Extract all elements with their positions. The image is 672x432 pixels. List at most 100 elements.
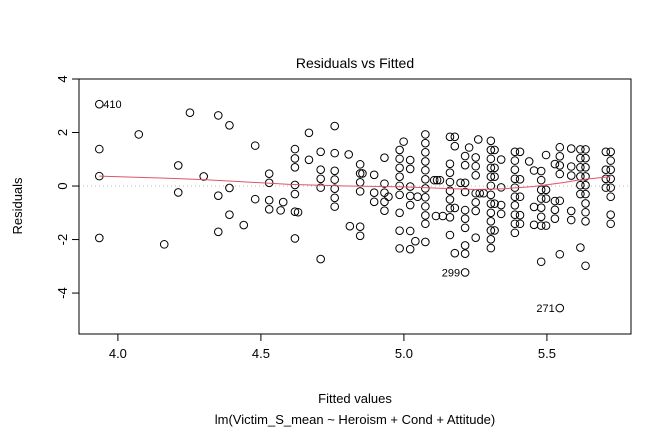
- x-tick-label: 5.5: [538, 346, 556, 361]
- data-point: [344, 150, 354, 159]
- data-point: [421, 219, 430, 229]
- data-point: [395, 145, 404, 155]
- data-point: [510, 200, 520, 210]
- data-point: [445, 186, 455, 196]
- data-point: [510, 174, 520, 184]
- data-point: [581, 199, 590, 208]
- data-point: [330, 193, 339, 203]
- data-point: [225, 210, 234, 219]
- data-point: [405, 164, 415, 174]
- data-point: [355, 169, 365, 178]
- data-point: [405, 200, 415, 210]
- data-point: [486, 172, 496, 181]
- data-point: [445, 168, 455, 177]
- data-point: [421, 192, 430, 202]
- data-point: [290, 234, 300, 243]
- data-point: [601, 165, 611, 175]
- data-point: [264, 205, 274, 214]
- x-tick-label: 4.0: [109, 346, 127, 361]
- data-point: [460, 214, 470, 223]
- data-point: [421, 130, 430, 139]
- data-point: [380, 179, 389, 188]
- data-point: [486, 181, 496, 191]
- data-point: [395, 226, 404, 236]
- data-point: [395, 181, 404, 191]
- data-point: [550, 159, 560, 169]
- data-point: [395, 244, 404, 253]
- point-label-299: 299: [442, 267, 460, 279]
- data-point: [395, 172, 404, 181]
- data-point: [316, 254, 325, 264]
- data-point: [290, 144, 300, 154]
- x-axis-label: Fitted values: [318, 391, 392, 406]
- data-point: [490, 163, 499, 173]
- data-point: [250, 194, 260, 204]
- data-point: [510, 219, 520, 229]
- data-point: [490, 226, 499, 235]
- x-tick-label: 4.5: [252, 346, 270, 361]
- data-point: [399, 137, 408, 146]
- data-point: [486, 190, 496, 200]
- data-point: [496, 209, 506, 219]
- data-point: [330, 184, 339, 194]
- data-point: [225, 120, 234, 130]
- data-point: [435, 175, 445, 185]
- data-point: [450, 203, 460, 213]
- y-axis: 4 2 0 -2 -4: [55, 75, 80, 299]
- data-point: [395, 190, 404, 200]
- data-point: [536, 166, 546, 176]
- data-point: [290, 163, 300, 172]
- data-point: [550, 214, 560, 223]
- data-point: [330, 166, 339, 176]
- data-point: [445, 230, 455, 240]
- data-point: [421, 211, 430, 220]
- data-point: [541, 194, 551, 203]
- data-point: [460, 160, 470, 170]
- data-point: [496, 155, 506, 164]
- data-point: [355, 231, 365, 241]
- data-point: [541, 221, 551, 230]
- data-point: [278, 197, 288, 207]
- data-point: [421, 202, 430, 211]
- data-point: [464, 143, 474, 152]
- data-point: [330, 121, 339, 131]
- data-point: [290, 154, 300, 163]
- data-point: [510, 228, 520, 238]
- data-point: [316, 183, 325, 192]
- data-point: [486, 234, 496, 244]
- data-point: [606, 183, 615, 192]
- data-point: [95, 144, 104, 154]
- data-point: [95, 233, 104, 243]
- chart-subtitle: lm(Victim_S_mean ~ Heroism + Cond + Atti…: [215, 412, 495, 427]
- data-point: [384, 192, 393, 202]
- data-point: [358, 169, 367, 178]
- point-label-271: 271: [536, 303, 554, 315]
- data-point: [536, 185, 546, 195]
- data-point: [316, 165, 325, 175]
- x-tick-label: 5.0: [395, 346, 413, 361]
- data-point: [536, 194, 546, 203]
- data-point: [576, 145, 585, 154]
- data-points: [95, 99, 615, 313]
- data-point: [471, 233, 480, 242]
- data-point: [431, 211, 441, 221]
- smoother-line: [99, 175, 611, 191]
- data-point: [421, 175, 430, 184]
- data-point: [581, 217, 590, 226]
- data-point: [460, 151, 470, 161]
- data-point: [606, 165, 615, 175]
- data-point: [445, 159, 455, 169]
- data-point: [576, 180, 585, 190]
- data-point: [380, 153, 389, 162]
- data-point: [486, 243, 496, 253]
- data-point: [486, 226, 496, 235]
- data-point: [421, 184, 430, 193]
- data-point: [581, 180, 590, 190]
- data-point: [213, 191, 223, 200]
- data-point: [555, 169, 565, 179]
- data-point: [460, 241, 470, 250]
- data-point: [486, 163, 496, 173]
- data-point: [185, 108, 195, 118]
- data-point: [555, 303, 565, 313]
- data-point: [486, 136, 496, 146]
